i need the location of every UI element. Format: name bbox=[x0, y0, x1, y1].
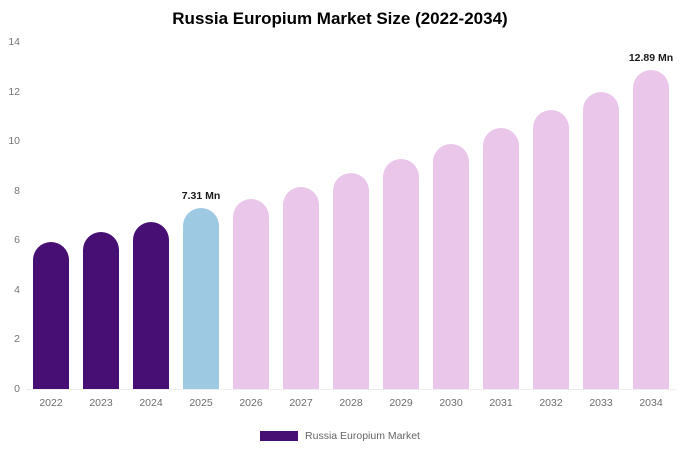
x-tick-label: 2034 bbox=[639, 397, 663, 409]
bar-slot bbox=[326, 42, 376, 389]
bar-2025 bbox=[183, 207, 219, 389]
bar-slot: 7.31 Mn bbox=[176, 42, 226, 389]
x-tick-label: 2022 bbox=[39, 397, 63, 409]
bar-2024 bbox=[133, 221, 169, 389]
bar-slot bbox=[376, 42, 426, 389]
legend: Russia Europium Market bbox=[0, 430, 680, 442]
plot-area: 7.31 Mn 12.89 Mn bbox=[26, 42, 676, 390]
x-tick-label: 2024 bbox=[139, 397, 163, 409]
y-tick-label: 4 bbox=[14, 283, 20, 296]
x-axis-labels: 2022 2023 2024 2025 2026 2027 2028 2029 2030 2031… bbox=[26, 397, 676, 409]
bar-2031 bbox=[483, 127, 519, 389]
bar-slot bbox=[526, 42, 576, 389]
bar-2022 bbox=[33, 241, 69, 389]
bar-2028 bbox=[333, 173, 369, 389]
bar-slot bbox=[76, 42, 126, 389]
bar-slot bbox=[126, 42, 176, 389]
x-tick-label: 2025 bbox=[189, 397, 213, 409]
bar-slot bbox=[576, 42, 626, 389]
x-tick-label: 2028 bbox=[339, 397, 363, 409]
x-tick-label: 2030 bbox=[439, 397, 463, 409]
chart-title: Russia Europium Market Size (2022-2034) bbox=[172, 9, 508, 28]
bar-2032 bbox=[533, 110, 569, 389]
y-axis: 0 2 4 6 8 10 12 14 bbox=[0, 36, 22, 395]
x-tick-label: 2033 bbox=[589, 397, 613, 409]
y-tick-label: 6 bbox=[14, 234, 20, 247]
data-label: 12.89 Mn bbox=[628, 51, 674, 64]
y-tick-label: 2 bbox=[14, 333, 20, 346]
x-tick-label: 2029 bbox=[389, 397, 413, 409]
bar-slot bbox=[26, 42, 76, 389]
x-tick-label: 2031 bbox=[489, 397, 513, 409]
bar-2034 bbox=[633, 69, 669, 389]
bar-2029 bbox=[383, 159, 419, 389]
bar-slot bbox=[476, 42, 526, 389]
bar-2030 bbox=[433, 143, 469, 389]
x-tick-label: 2032 bbox=[539, 397, 563, 409]
y-tick-label: 14 bbox=[8, 36, 20, 48]
bar-slot bbox=[226, 42, 276, 389]
y-tick-label: 0 bbox=[14, 383, 20, 395]
bar-slot bbox=[426, 42, 476, 389]
y-tick-label: 8 bbox=[14, 184, 20, 197]
bar-slot: 12.89 Mn bbox=[626, 42, 676, 389]
legend-swatch bbox=[260, 431, 299, 441]
data-label: 7.31 Mn bbox=[181, 189, 221, 202]
y-tick-label: 10 bbox=[8, 135, 20, 148]
y-tick-label: 12 bbox=[8, 85, 20, 98]
x-tick-label: 2023 bbox=[89, 397, 113, 409]
x-tick-label: 2027 bbox=[289, 397, 313, 409]
legend-label: Russia Europium Market bbox=[305, 430, 420, 442]
bar-2023 bbox=[83, 231, 119, 389]
x-tick-label: 2026 bbox=[239, 397, 263, 409]
bar-2026 bbox=[233, 198, 269, 389]
bar-slot bbox=[276, 42, 326, 389]
bar-2033 bbox=[583, 91, 619, 389]
bar-2027 bbox=[283, 187, 319, 389]
